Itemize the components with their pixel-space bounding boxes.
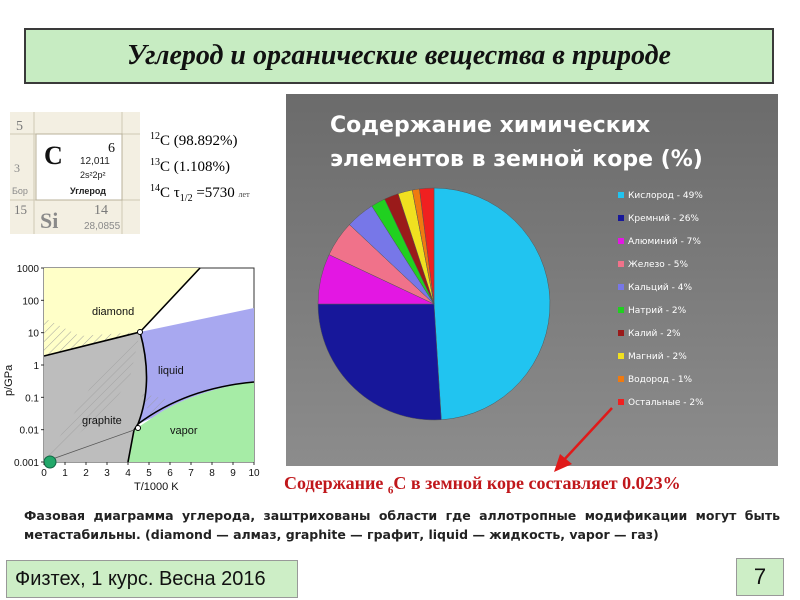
carbon-content-caption: Содержание 6С в земной коре составляет 0… <box>284 473 681 497</box>
legend-label-10: Остальные - 2% <box>628 398 704 408</box>
diamond-graphite-line <box>43 331 141 357</box>
diamond-region <box>44 268 200 356</box>
legend-label-2: Кремний - 26% <box>628 214 699 224</box>
phase-x-tick-label: 6 <box>167 468 173 479</box>
pie-title-line1: Содержание химических <box>330 113 650 138</box>
phase-x-tick-label: 9 <box>230 468 236 479</box>
slide-title-box: Углерод и органические вещества в природ… <box>24 28 774 84</box>
legend-label-7: Калий - 2% <box>628 329 681 339</box>
pie-title-line2: элементов в земной коре (%) <box>330 147 703 172</box>
pt-si-symbol: Si <box>40 208 58 233</box>
phase-y-axis-label: p/GPa <box>3 364 15 396</box>
isotope-c13: 13C (1.108%) <box>150 157 231 175</box>
legend-swatch-9 <box>618 376 624 382</box>
slide-title: Углерод и органические вещества в природ… <box>127 40 671 71</box>
phase-x-tick-label: 8 <box>209 468 215 479</box>
legend-label-5: Кальций - 4% <box>628 283 692 293</box>
phase-diagram-description: Фазовая диаграмма углерода, заштрихованы… <box>24 508 780 542</box>
pt-frag-4: 15 <box>14 202 27 217</box>
phase-y-tick-label: 1 <box>33 361 39 372</box>
region-label-vapor: vapor <box>170 425 198 437</box>
legend-label-3: Алюминий - 7% <box>628 237 701 247</box>
liquid-region <box>138 308 254 424</box>
triple-point-high <box>137 329 143 335</box>
isotope-c12: 12C (98.892%) <box>150 131 238 149</box>
legend-swatch-5 <box>618 284 624 290</box>
legend-swatch-8 <box>618 353 624 359</box>
phase-x-tick-label: 1 <box>62 468 68 479</box>
pt-c-number: 6 <box>108 141 115 156</box>
pt-si-number: 14 <box>94 203 108 218</box>
phase-x-axis-label: T/1000 K <box>134 481 179 493</box>
phase-y-tick-label: 10 <box>28 329 40 340</box>
diamond-metastable-hatch <box>44 318 140 356</box>
phase-y-tick-label: 100 <box>22 296 39 307</box>
legend-label-6: Натрий - 2% <box>628 306 687 316</box>
legend-swatch-10 <box>618 399 624 405</box>
legend-label-1: Кислород - 49% <box>628 191 703 201</box>
liquid-vapor-line <box>137 381 255 425</box>
region-label-diamond: diamond <box>92 306 134 318</box>
region-label-graphite: graphite <box>82 415 122 427</box>
pt-c-symbol: C <box>44 141 63 170</box>
legend-label-9: Водород - 1% <box>628 375 693 385</box>
region-label-liquid: liquid <box>158 365 184 377</box>
isotope-list: 12C (98.892%) 13C (1.108%) 14C τ1/2 =573… <box>150 126 250 209</box>
pt-frag-1: 5 <box>16 119 23 134</box>
legend-swatch-3 <box>618 238 624 244</box>
phase-y-tick-label: 0.001 <box>14 458 39 469</box>
phase-y-tick-label: 0.1 <box>25 393 39 404</box>
phase-y-tick-label: 0.01 <box>20 426 40 437</box>
graphite-metastable-hatch <box>44 332 140 462</box>
periodic-table-fragment: 5 3 Бор C 6 12,011 2s²2p² Углерод 15 Si … <box>10 112 140 234</box>
legend-swatch-2 <box>618 215 624 221</box>
page-number-box: 7 <box>736 558 784 596</box>
legend-swatch-1 <box>618 192 624 198</box>
pointer-arrow <box>554 407 613 472</box>
legend-label-8: Магний - 2% <box>628 352 687 362</box>
triple-point-low <box>135 425 141 431</box>
pie-slice-10 <box>419 187 435 305</box>
legend-swatch-7 <box>618 330 624 336</box>
legend-label-4: Железо - 5% <box>628 260 689 270</box>
phase-x-tick-label: 0 <box>41 468 47 479</box>
phase-x-tick-label: 10 <box>248 468 260 479</box>
vapor-region <box>44 382 254 462</box>
page-number: 7 <box>753 564 767 589</box>
pt-frag-2: 3 <box>14 161 20 175</box>
phase-x-tick-label: 4 <box>125 468 131 479</box>
pie-slice-1 <box>433 187 551 421</box>
pt-c-config: 2s²2p² <box>80 170 106 180</box>
pt-si-mass: 28,0855 <box>84 221 121 232</box>
phase-y-tick-label: 1000 <box>17 264 40 275</box>
isotope-c14: 14C τ1/2 =5730 лет <box>150 183 250 204</box>
pie-chart: Содержание химических элементов в земной… <box>286 94 778 466</box>
pt-c-mass: 12,011 <box>80 156 110 167</box>
phase-x-tick-label: 2 <box>83 468 89 479</box>
diamond-liquid-line <box>139 267 201 333</box>
pt-c-name: Углерод <box>70 186 106 196</box>
ambient-point <box>43 455 57 469</box>
legend-swatch-6 <box>618 307 624 313</box>
phase-x-tick-label: 5 <box>146 468 152 479</box>
phase-x-tick-label: 3 <box>104 468 110 479</box>
footer-text: Физтех, 1 курс. Весна 2016 <box>15 567 266 590</box>
pie-slice-2 <box>317 303 442 421</box>
phase-x-tick-label: 7 <box>188 468 194 479</box>
footer-course-label: Физтех, 1 курс. Весна 2016 <box>6 560 298 598</box>
pt-frag-3: Бор <box>12 186 28 196</box>
phase-diagram: diamond graphite liquid vapor 0 1 2 3 4 5 6 7 8 9… <box>3 264 260 493</box>
legend-swatch-4 <box>618 261 624 267</box>
